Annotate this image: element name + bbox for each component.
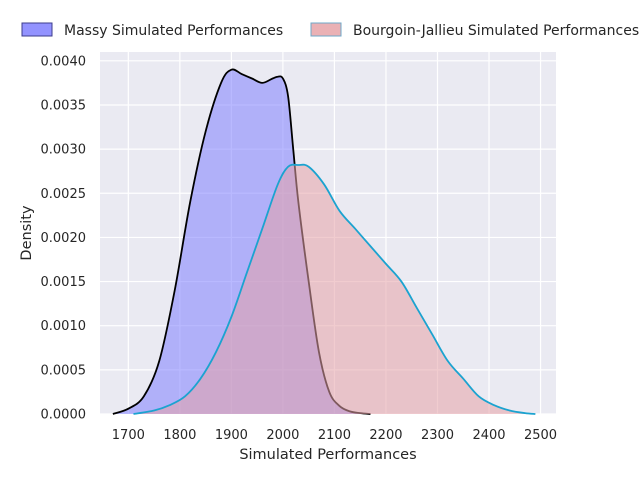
x-axis-label: Simulated Performances [239,447,416,463]
x-tick-label: 2400 [472,428,505,443]
x-tick-label: 2200 [369,428,402,443]
legend-swatch-1 [21,22,53,37]
x-tick-label: 1700 [112,428,145,443]
y-tick-label: 0.0000 [41,408,87,423]
series-group [112,68,536,415]
y-tick-label: 0.0015 [41,275,87,290]
y-tick-label: 0.0025 [41,187,87,202]
x-tick-label: 1800 [163,428,196,443]
y-tick-label: 0.0035 [41,98,87,113]
legend-label-2: Bourgoin-Jallieu Simulated Performances [353,23,639,39]
y-tick-label: 0.0005 [41,363,87,378]
y-tick-labels: 0.0000 0.0005 0.0010 0.0015 0.0020 0.0025 0.00… [41,54,87,422]
y-axis-label: Density [19,205,35,261]
y-tick-label: 0.0040 [41,54,87,69]
series-2-line [133,163,536,415]
x-tick-label: 2300 [421,428,454,443]
y-tick-label: 0.0020 [41,231,87,246]
legend-label-1: Massy Simulated Performances [64,23,283,39]
legend: Massy Simulated Performances Bourgoin-Jal… [21,22,639,39]
legend-swatch-2 [310,22,342,37]
y-tick-label: 0.0010 [41,319,87,334]
series-2-area [133,164,536,414]
x-tick-label: 2500 [524,428,557,443]
x-tick-label: 1900 [215,428,248,443]
x-tick-labels: 1700 1800 1900 2000 2100 2200 2300 2400 2500 [112,428,557,443]
x-tick-label: 2000 [266,428,299,443]
y-tick-label: 0.0030 [41,143,87,158]
x-tick-label: 2100 [318,428,351,443]
